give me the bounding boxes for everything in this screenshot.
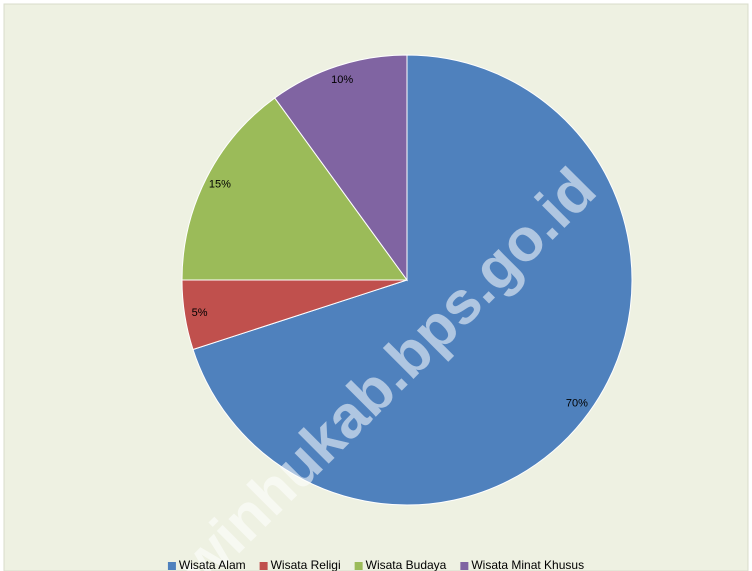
data-label: 5% [192, 307, 208, 319]
data-label: 10% [331, 74, 353, 86]
legend-item: Wisata Religi [259, 558, 341, 571]
legend-label: Wisata Alam [179, 558, 246, 571]
legend-label: Wisata Religi [271, 558, 341, 571]
data-label: 15% [209, 179, 231, 191]
legend-swatch [354, 562, 363, 570]
slice [274, 54, 408, 282]
data-label: 70% [566, 397, 588, 409]
legend-swatch [167, 562, 176, 570]
pie [181, 54, 633, 506]
legend-item: Wisata Budaya [354, 558, 447, 571]
legend-swatch [259, 562, 268, 570]
legend-item: Wisata Alam [167, 558, 246, 571]
legend-label: Wisata Minat Khusus [471, 558, 584, 571]
legend: Wisata Alam Wisata Religi Wisata Budaya Wis… [167, 558, 584, 571]
legend-label: Wisata Budaya [366, 558, 447, 571]
slice [181, 97, 408, 281]
legend-item: Wisata Minat Khusus [460, 558, 584, 571]
legend-swatch [460, 562, 469, 570]
data-labels: 70% 5% 15% 10% [192, 74, 588, 409]
slice [192, 54, 633, 506]
